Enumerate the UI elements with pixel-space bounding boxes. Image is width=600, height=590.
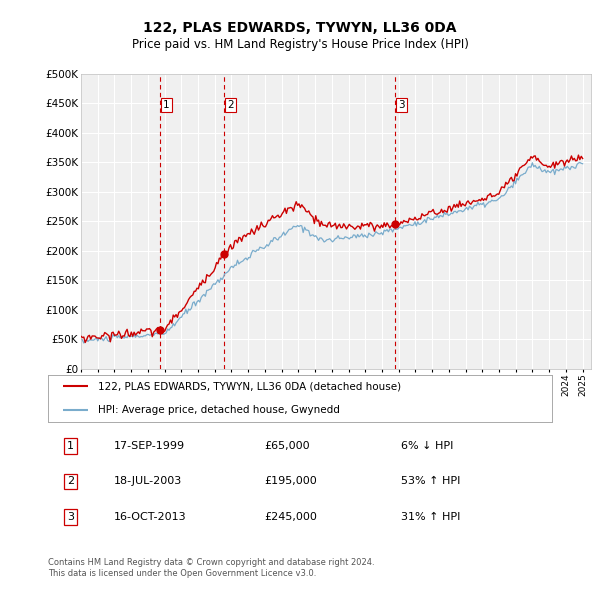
Text: 122, PLAS EDWARDS, TYWYN, LL36 0DA (detached house): 122, PLAS EDWARDS, TYWYN, LL36 0DA (deta…	[98, 382, 401, 391]
Text: 18-JUL-2003: 18-JUL-2003	[113, 477, 182, 486]
Text: 31% ↑ HPI: 31% ↑ HPI	[401, 512, 460, 522]
Text: 53% ↑ HPI: 53% ↑ HPI	[401, 477, 460, 486]
Text: 1: 1	[163, 100, 170, 110]
Text: HPI: Average price, detached house, Gwynedd: HPI: Average price, detached house, Gwyn…	[98, 405, 340, 415]
Text: 122, PLAS EDWARDS, TYWYN, LL36 0DA: 122, PLAS EDWARDS, TYWYN, LL36 0DA	[143, 21, 457, 35]
Text: 1: 1	[67, 441, 74, 451]
Text: 3: 3	[67, 512, 74, 522]
Text: 2: 2	[227, 100, 234, 110]
Text: £195,000: £195,000	[265, 477, 317, 486]
Text: 3: 3	[398, 100, 405, 110]
Text: 6% ↓ HPI: 6% ↓ HPI	[401, 441, 453, 451]
Text: £65,000: £65,000	[265, 441, 310, 451]
Text: £245,000: £245,000	[265, 512, 317, 522]
Text: Contains HM Land Registry data © Crown copyright and database right 2024.: Contains HM Land Registry data © Crown c…	[48, 558, 374, 566]
Text: This data is licensed under the Open Government Licence v3.0.: This data is licensed under the Open Gov…	[48, 569, 316, 578]
Text: Price paid vs. HM Land Registry's House Price Index (HPI): Price paid vs. HM Land Registry's House …	[131, 38, 469, 51]
Text: 2: 2	[67, 477, 74, 486]
Text: 16-OCT-2013: 16-OCT-2013	[113, 512, 186, 522]
Text: 17-SEP-1999: 17-SEP-1999	[113, 441, 185, 451]
